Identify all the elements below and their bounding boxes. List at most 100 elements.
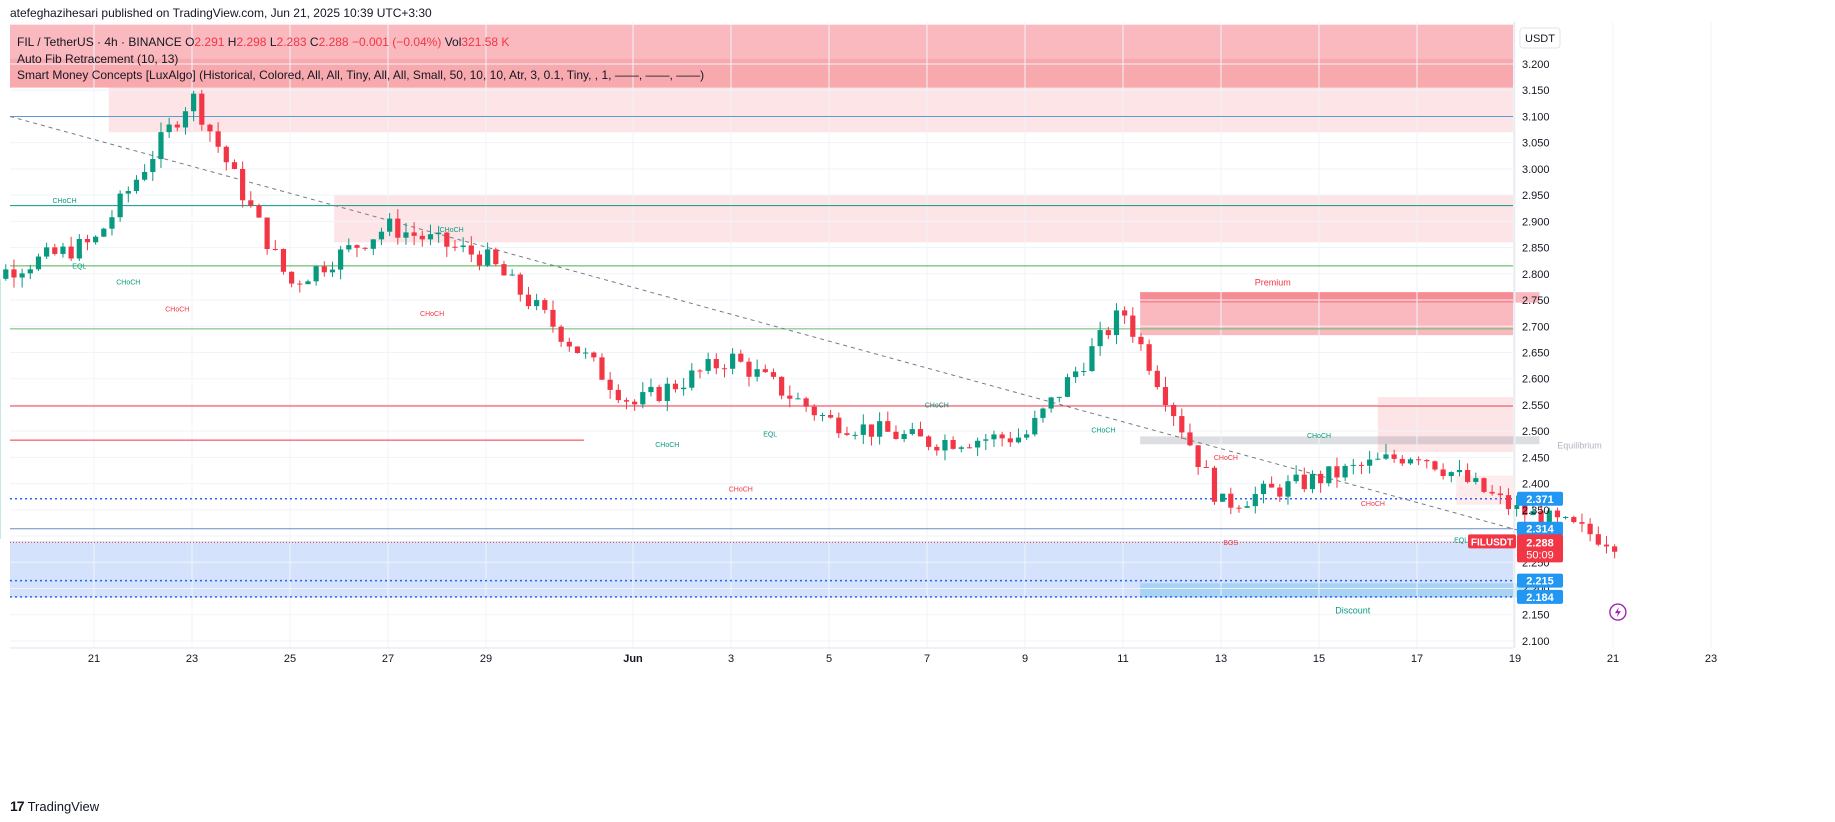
price-badge-4 bbox=[1517, 589, 1563, 604]
candle-body-114 bbox=[885, 421, 891, 432]
candle-body-43 bbox=[305, 281, 311, 285]
low-label: L bbox=[269, 35, 277, 49]
candle-body-146 bbox=[1146, 344, 1152, 371]
candle-body-185 bbox=[1465, 469, 1471, 482]
candle-body-31 bbox=[207, 124, 213, 132]
candle-body-47 bbox=[338, 249, 344, 270]
candle-body-130 bbox=[1015, 437, 1022, 443]
currency-label: USDT bbox=[1525, 33, 1555, 45]
x-tick-12: 15 bbox=[1313, 653, 1325, 665]
candle-body-23 bbox=[142, 171, 148, 180]
structure-label-10: CHoCH bbox=[1214, 455, 1238, 462]
candle-body-173 bbox=[1367, 459, 1373, 466]
trendline-diagonal bbox=[9, 115, 1540, 537]
candle-body-162 bbox=[1277, 487, 1283, 497]
candle-body-101 bbox=[779, 376, 785, 396]
candle-body-119 bbox=[926, 436, 932, 447]
x-tick-5: Jun bbox=[623, 653, 643, 665]
candle-body-85 bbox=[648, 386, 654, 393]
y-tick-6: 2.900 bbox=[1522, 216, 1550, 228]
candle-body-112 bbox=[868, 424, 875, 437]
y-tick-15: 2.450 bbox=[1522, 452, 1550, 464]
candle-body-8 bbox=[19, 273, 25, 278]
y-tick-16: 2.400 bbox=[1522, 479, 1550, 491]
candle-body-171 bbox=[1350, 464, 1356, 466]
y-tick-13: 2.550 bbox=[1522, 400, 1550, 412]
y-tick-21: 2.150 bbox=[1522, 610, 1550, 622]
candle-body-76 bbox=[574, 346, 581, 353]
tradingview-footer[interactable]: 17 TradingView bbox=[10, 798, 99, 814]
candle-body-181 bbox=[1432, 461, 1438, 470]
x-tick-13: 17 bbox=[1411, 653, 1423, 665]
candle-body-166 bbox=[1309, 473, 1316, 490]
structure-label-7: CHoCH bbox=[655, 442, 679, 449]
tradingview-brand: TradingView bbox=[27, 798, 100, 814]
structure-label-14: BOS bbox=[1223, 540, 1238, 547]
candle-body-170 bbox=[1342, 465, 1348, 478]
x-tick-4: 29 bbox=[480, 653, 492, 665]
close-label: C bbox=[309, 35, 319, 49]
candle-body-54 bbox=[395, 218, 401, 238]
structure-label-5: CHoCH bbox=[420, 311, 444, 318]
candle-body-102 bbox=[787, 395, 793, 399]
candle-body-106 bbox=[819, 415, 826, 417]
candle-body-51 bbox=[370, 239, 376, 249]
candle-body-13 bbox=[60, 246, 66, 254]
y-tick-5: 2.950 bbox=[1522, 190, 1550, 202]
candle-body-61 bbox=[452, 246, 458, 248]
candle-body-121 bbox=[942, 439, 948, 451]
candle-body-196 bbox=[1554, 510, 1561, 518]
x-tick-15: 21 bbox=[1607, 653, 1619, 665]
candle-body-50 bbox=[362, 247, 368, 249]
candle-body-37 bbox=[256, 205, 262, 218]
candle-body-117 bbox=[909, 429, 915, 435]
high-label: H bbox=[227, 35, 237, 49]
structure-label-6: EQL bbox=[763, 431, 777, 438]
open-value: 2.291 bbox=[194, 35, 225, 49]
indicator-fib[interactable]: Auto Fib Retracement (10, 13) bbox=[17, 51, 179, 66]
candle-body-132 bbox=[1032, 417, 1038, 435]
candle-body-118 bbox=[917, 429, 924, 437]
candle-body-179 bbox=[1416, 459, 1422, 461]
candle-body-91 bbox=[697, 370, 703, 372]
y-tick-1: 3.150 bbox=[1522, 85, 1550, 97]
candle-body-74 bbox=[558, 326, 564, 342]
candle-body-191 bbox=[1514, 505, 1520, 510]
candle-body-89 bbox=[681, 387, 687, 390]
supply-zone-3-inner bbox=[1140, 292, 1540, 303]
lightning-icon bbox=[1609, 603, 1627, 621]
candle-body-165 bbox=[1301, 474, 1307, 490]
candle-body-29 bbox=[191, 93, 197, 112]
candle-body-109 bbox=[844, 433, 850, 435]
candle-body-194 bbox=[1538, 511, 1544, 527]
premium-label: Premium bbox=[1255, 278, 1291, 288]
indicator-smc[interactable]: Smart Money Concepts [LuxAlgo] (Historic… bbox=[17, 68, 705, 82]
candle-body-100 bbox=[770, 372, 777, 377]
candle-body-83 bbox=[632, 401, 638, 405]
candle-body-55 bbox=[403, 232, 409, 238]
candle-body-140 bbox=[1097, 330, 1103, 347]
candle-body-28 bbox=[182, 111, 189, 128]
candle-body-163 bbox=[1285, 481, 1291, 497]
candle-body-75 bbox=[566, 341, 572, 347]
candle-body-98 bbox=[754, 369, 760, 377]
price-badge-3 bbox=[1517, 573, 1563, 588]
candle-body-97 bbox=[746, 361, 752, 377]
candle-body-7 bbox=[11, 269, 17, 278]
price-badge-value-4: 2.184 bbox=[1526, 592, 1554, 604]
candle-body-177 bbox=[1399, 458, 1405, 464]
low-value: 2.283 bbox=[276, 35, 307, 49]
supply-zone-3 bbox=[1140, 292, 1513, 336]
price-badge-current bbox=[1517, 534, 1563, 563]
candle-body-147 bbox=[1154, 370, 1160, 388]
tradingview-logo-icon: 17 bbox=[10, 798, 25, 814]
candle-body-86 bbox=[656, 386, 662, 402]
chart-legend: FIL / TetherUS · 4h · BINANCE O2.291 H2.… bbox=[17, 34, 704, 84]
candle-body-9 bbox=[27, 269, 33, 274]
candle-body-108 bbox=[836, 417, 842, 434]
candle-body-178 bbox=[1407, 459, 1414, 464]
candle-body-168 bbox=[1326, 466, 1332, 484]
candle-body-60 bbox=[444, 232, 450, 247]
candle-body-58 bbox=[427, 234, 434, 240]
